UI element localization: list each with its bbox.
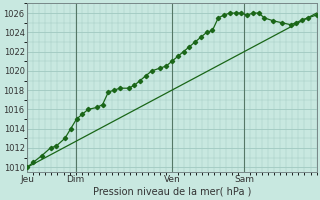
X-axis label: Pression niveau de la mer( hPa ): Pression niveau de la mer( hPa ) — [93, 187, 251, 197]
